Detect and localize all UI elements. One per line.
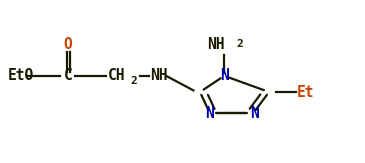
Text: CH: CH <box>108 68 126 83</box>
Text: O: O <box>64 37 72 52</box>
Text: 2: 2 <box>131 76 138 86</box>
Text: NH: NH <box>150 68 167 83</box>
Text: C: C <box>64 68 72 83</box>
Text: NH: NH <box>207 37 225 52</box>
Text: Et: Et <box>297 84 315 99</box>
Text: 2: 2 <box>236 39 243 49</box>
Text: N: N <box>250 105 258 120</box>
Text: N: N <box>205 105 214 120</box>
Text: EtO: EtO <box>8 68 34 83</box>
Text: N: N <box>220 68 229 83</box>
